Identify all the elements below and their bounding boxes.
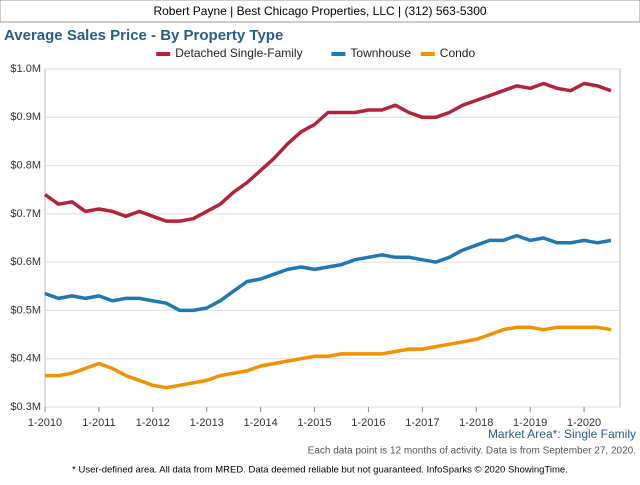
- y-tick-label: $0.9M: [10, 111, 41, 123]
- legend-label: Townhouse: [350, 46, 411, 60]
- header-bar: [0, 0, 640, 23]
- header: Robert Payne | Best Chicago Properties, …: [153, 4, 486, 18]
- y-tick-label: $0.4M: [10, 353, 41, 365]
- footer: * User-defined area. All data from MRED.…: [72, 465, 568, 476]
- legend-label: Condo: [440, 46, 476, 60]
- y-tick-label: $0.8M: [10, 159, 41, 171]
- x-tick-label: 1-2015: [297, 417, 331, 429]
- x-tick-label: 1-2014: [243, 417, 277, 429]
- x-tick-label: 1-2013: [190, 417, 224, 429]
- y-tick-label: $0.5M: [10, 304, 41, 316]
- x-tick-label: 1-2020: [567, 417, 601, 429]
- x-tick-label: 1-2012: [136, 417, 170, 429]
- y-tick-label: $0.7M: [10, 208, 41, 220]
- series-line: [44, 233, 612, 313]
- series-line: [43, 81, 612, 223]
- series-line: [45, 325, 612, 390]
- legend-label: Detached Single-Family: [175, 46, 302, 60]
- x-tick-label: 1-2017: [405, 417, 439, 429]
- x-tick-label: 1-2019: [513, 417, 547, 429]
- x-tick-label: 1-2016: [351, 417, 385, 429]
- note: Each data point is 12 months of activity…: [308, 446, 636, 457]
- x-tick-label: 1-2011: [82, 417, 115, 429]
- chart-title: Average Sales Price - By Property Type: [4, 27, 283, 44]
- subtitle: Market Area*: Single Family: [488, 427, 636, 441]
- y-tick-label: $0.3M: [10, 401, 41, 413]
- y-tick-label: $0.6M: [10, 256, 41, 268]
- y-tick-label: $1.0M: [10, 63, 41, 75]
- x-tick-label: 1-2010: [28, 417, 62, 429]
- x-tick-label: 1-2018: [459, 417, 493, 429]
